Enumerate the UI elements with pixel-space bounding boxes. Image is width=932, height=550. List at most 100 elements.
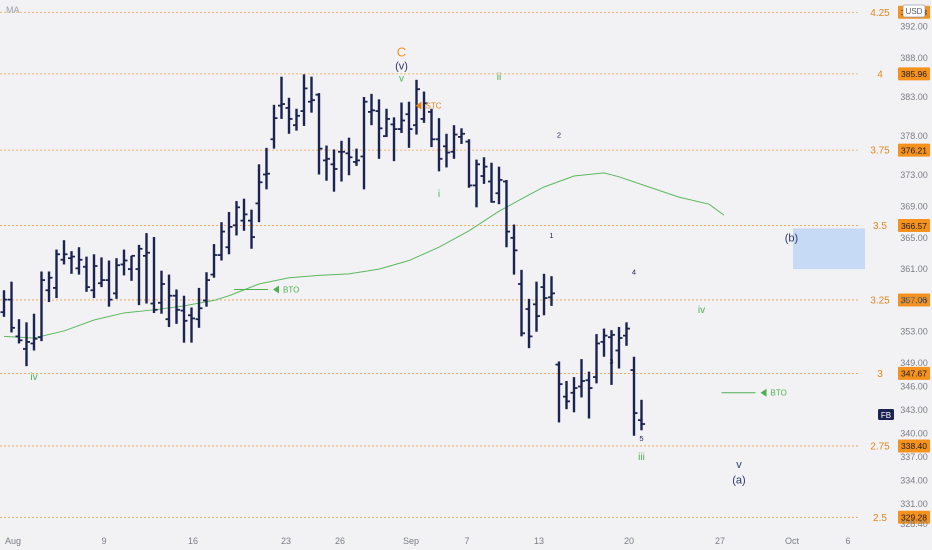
ohlc-bar-74 — [555, 361, 563, 423]
ohlc-bar-34 — [255, 164, 263, 223]
price-badge-1 — [898, 67, 930, 81]
y-tick-11: 346.00 — [900, 381, 928, 391]
ohlc-bar-61 — [458, 128, 465, 144]
ohlc-bar-32 — [240, 198, 248, 231]
x-tick-6: 7 — [464, 536, 469, 546]
price-badge-label-7: 329.28 — [901, 512, 927, 522]
ohlc-bar-41 — [308, 76, 315, 113]
ohlc-bar-76 — [570, 377, 578, 413]
ohlc-bar-46 — [345, 137, 353, 176]
wave-label-14: (a) — [732, 474, 745, 486]
ohlc-bar-66 — [495, 166, 503, 205]
currency-badge[interactable]: USD — [902, 4, 926, 18]
y-axis[interactable]: 393.83385.96376.21366.57357.06347.67338.… — [898, 5, 930, 529]
x-axis[interactable]: Aug 9 16 23 26 Sep 7 13 20 27 Oct 6 — [5, 536, 851, 546]
ohlc-bar-26 — [195, 287, 203, 328]
ohlc-bar-37 — [278, 76, 285, 119]
wave-label-5: i — [438, 189, 440, 200]
ohlc-bar-20 — [150, 237, 158, 313]
fib-ratio-label-2: 3.75 — [870, 146, 890, 157]
ohlc-bar-59 — [443, 133, 450, 168]
fib-ratio-label-4: 3.25 — [870, 295, 890, 306]
fib-levels: 4.25 4 3.75 3.5 3.25 3 2.75 2.5 — [0, 8, 890, 524]
x-tick-5: Sep — [403, 536, 419, 546]
ohlc-bar-23 — [173, 289, 180, 324]
wave-label-0: iv — [30, 372, 37, 383]
wave-label-13: v — [736, 459, 742, 471]
y-tick-17: 328.40 — [900, 519, 928, 529]
ohlc-bar-69 — [518, 269, 525, 337]
annotation-label-2: BTO — [771, 389, 787, 398]
ohlc-bar-64 — [480, 157, 488, 184]
wave-label-9: 3 — [609, 357, 613, 366]
currency-label: USD — [906, 7, 923, 16]
ohlc-bar-57 — [428, 108, 435, 148]
wave-label-4: ii — [497, 72, 501, 83]
ohlc-bar-21 — [158, 270, 165, 314]
ohlc-bar-79 — [593, 334, 600, 384]
x-tick-4: 26 — [335, 536, 345, 546]
wave-label-6: 2 — [557, 131, 561, 140]
ohlc-bar-6 — [45, 271, 53, 302]
ohlc-bar-9 — [68, 251, 75, 274]
ohlc-bar-72 — [540, 273, 548, 316]
ohlc-bar-17 — [128, 254, 135, 281]
price-badge-3 — [898, 219, 930, 233]
ohlc-bar-55 — [413, 79, 420, 135]
ohlc-bar-82 — [615, 327, 623, 369]
indicator-label[interactable]: MA — [6, 5, 20, 15]
target-zone-box — [793, 228, 865, 270]
ohlc-bar-73 — [548, 276, 555, 306]
fib-ratio-label-6: 2.75 — [870, 441, 890, 452]
ohlc-bar-4 — [30, 313, 38, 351]
ohlc-bar-56 — [420, 91, 428, 123]
ohlc-bar-68 — [510, 224, 518, 275]
ohlc-bar-7 — [53, 249, 60, 299]
ohlc-bar-35 — [263, 147, 270, 190]
ohlc-bar-16 — [120, 249, 128, 276]
price-badge-6 — [898, 439, 930, 453]
price-badge-label-4: 357.06 — [901, 295, 927, 305]
y-tick-0: 392.00 — [900, 22, 928, 32]
y-tick-7: 361.00 — [900, 264, 928, 274]
ohlc-bar-36 — [270, 104, 278, 149]
wave-label-1: C — [397, 44, 406, 59]
ohlc-bars — [0, 74, 645, 436]
ohlc-bar-67 — [503, 179, 510, 248]
x-tick-9: 27 — [715, 536, 725, 546]
fib-ratio-label-7: 2.5 — [873, 513, 887, 524]
wave-label-3: v — [399, 73, 404, 84]
ohlc-bar-27 — [203, 272, 210, 307]
ohlc-bar-31 — [233, 201, 240, 236]
ohlc-bar-39 — [293, 108, 300, 131]
price-badge-4 — [898, 293, 930, 307]
ohlc-bar-0 — [0, 290, 8, 317]
fib-ratio-label-5: 3 — [877, 369, 883, 380]
wave-label-12: iv — [698, 305, 705, 316]
annotation-label-1: BTO — [283, 285, 299, 294]
ohlc-bar-2 — [15, 319, 23, 344]
x-tick-7: 13 — [534, 536, 544, 546]
ohlc-bar-62 — [465, 139, 473, 188]
ohlc-bar-75 — [563, 381, 570, 410]
ohlc-bar-63 — [473, 159, 480, 208]
ohlc-bar-14 — [105, 260, 113, 307]
price-badge-7 — [898, 510, 930, 524]
ohlc-bar-48 — [360, 97, 368, 190]
ohlc-bar-84 — [630, 356, 638, 436]
moving-average-line — [3, 172, 725, 339]
annotations-layer: STC BTO BTO — [234, 101, 787, 398]
ohlc-bar-44 — [330, 149, 338, 192]
annotation-label-0: STC — [426, 102, 442, 111]
moving-average-layer — [3, 172, 725, 339]
fib-ratio-label-1: 4 — [877, 69, 883, 80]
ohlc-bar-49 — [368, 93, 375, 126]
ohlc-bar-65 — [488, 162, 495, 203]
ohlc-bar-18 — [135, 244, 143, 306]
ohlc-bar-8 — [60, 240, 68, 265]
ohlc-bar-29 — [218, 222, 225, 261]
annotation-arrow-1 — [273, 285, 279, 294]
ticker-badge: FB — [878, 409, 894, 420]
wave-label-7: 1 — [549, 231, 553, 240]
